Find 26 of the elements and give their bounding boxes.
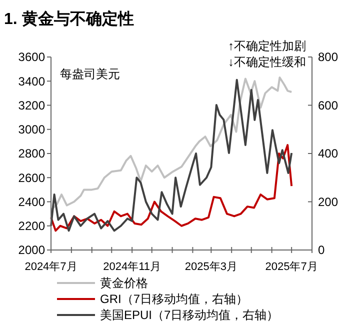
y-tick-label: 3000 (18, 122, 46, 137)
line-series (50, 144, 293, 232)
x-tick-label: 2024年7月 (24, 261, 78, 273)
x-tick-label: 2025年3月 (184, 261, 238, 273)
chart-title: 1. 黄金与不确定性 (4, 10, 134, 28)
y-tick-label: 3600 (18, 50, 46, 64)
y-tick-label: 3200 (18, 98, 46, 112)
x-tick-label: 2024年11月 (103, 261, 162, 273)
annotation: 每盎司美元 (60, 67, 120, 81)
legend-label: 美国EPUI（7日移动均值，右轴） (100, 308, 279, 322)
y2-tick-label: 200 (318, 194, 338, 209)
y-tick-label: 2200 (18, 219, 46, 234)
y2-tick-label: 600 (318, 98, 338, 112)
y-tick-label: 2800 (18, 146, 46, 161)
y-tick-label: 2600 (18, 170, 46, 185)
y-tick-label: 2000 (18, 243, 46, 258)
y2-tick-label: 800 (318, 50, 338, 64)
y-tick-label: 2400 (18, 194, 46, 209)
y-tick-label: 3400 (18, 74, 46, 88)
y2-tick-label: 400 (318, 146, 338, 161)
text: ↑不确定性加剧 (228, 39, 306, 53)
legend-label: 黄金价格 (100, 276, 148, 290)
x-tick-label: 2025年7月 (265, 261, 318, 273)
legend-label: GRI（7日移动均值，右轴） (100, 292, 248, 306)
y2-tick-label: 0 (318, 243, 325, 258)
annotation: ↓不确定性缓和 (228, 55, 306, 69)
